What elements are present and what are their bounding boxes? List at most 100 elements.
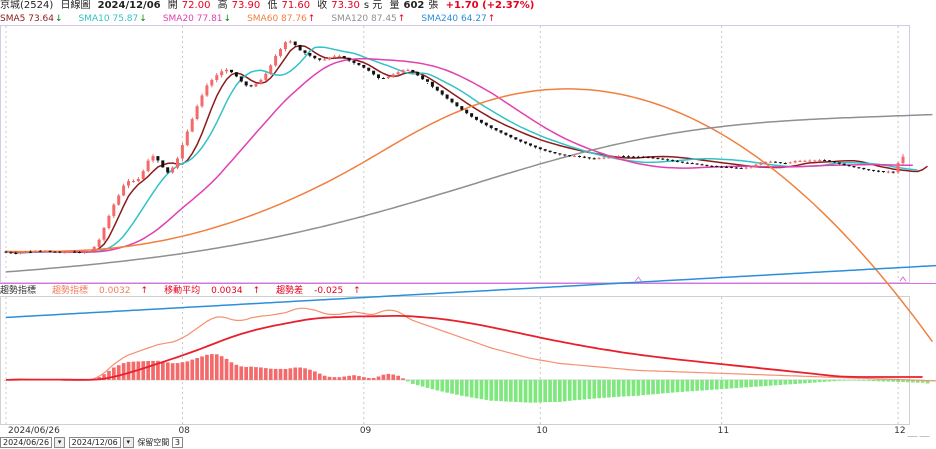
candle-body [396, 72, 400, 75]
candle [78, 251, 81, 254]
histogram-bar [518, 379, 523, 403]
end-date-dropdown-icon[interactable]: ▾ [122, 437, 134, 448]
histogram-bar [293, 367, 298, 380]
candle-body [578, 156, 581, 157]
x-tick-label: 11 [718, 426, 729, 436]
osc-legend-value: -0.025 [314, 286, 344, 296]
candle-body [553, 152, 557, 154]
candle-body [161, 160, 165, 168]
candle [671, 159, 675, 162]
histogram-bar [474, 379, 479, 399]
candle-body [573, 156, 577, 157]
candle-body [475, 116, 478, 120]
candle-body [136, 179, 140, 182]
open-label: 開 [167, 0, 178, 11]
histogram-bar [763, 379, 768, 386]
candle [264, 72, 268, 82]
candle [92, 246, 96, 253]
candle-body [185, 131, 189, 146]
oscillator-panel-frame [0, 296, 910, 425]
candle-body [146, 160, 150, 172]
volume-value: 602 [403, 0, 425, 11]
candle-body [774, 161, 777, 163]
histogram-bar [592, 379, 597, 399]
histogram-bar [313, 371, 317, 380]
candle-body [33, 250, 37, 252]
candle [328, 56, 331, 61]
candle-body [426, 79, 429, 82]
candle-body [690, 163, 694, 165]
candle-body [43, 250, 47, 252]
candle-body [279, 49, 282, 56]
candle [230, 69, 233, 74]
histogram-bar [303, 368, 307, 380]
histogram-bar [793, 379, 797, 384]
candle [578, 155, 581, 158]
histogram-bar [631, 379, 636, 396]
histogram-bar [376, 376, 381, 380]
candle [122, 183, 126, 197]
candle-body [749, 166, 753, 168]
candle-body [372, 70, 376, 75]
candle [734, 166, 738, 169]
histogram-bar [528, 379, 533, 403]
candle [676, 159, 679, 163]
candle-body [455, 102, 459, 107]
histogram-bar [406, 379, 410, 382]
candle [867, 168, 871, 171]
candle [499, 130, 503, 134]
candle-body [19, 252, 23, 254]
start-date-dropdown-icon[interactable]: ▾ [54, 437, 66, 448]
candle-body [225, 69, 229, 72]
histogram-bar [244, 367, 248, 380]
candle [151, 154, 155, 163]
candle [97, 238, 101, 249]
close-unit: s 元 [363, 0, 383, 11]
arrow-down-icon: ↓ [55, 14, 63, 24]
histogram-bar [612, 379, 616, 398]
histogram-bar [803, 379, 807, 384]
candle [391, 73, 395, 78]
candle [774, 161, 777, 163]
candle [803, 159, 807, 163]
histogram-bar [464, 379, 469, 397]
candle-body [24, 251, 28, 253]
candle [450, 98, 454, 104]
candle [519, 139, 523, 143]
candle [680, 161, 684, 164]
candle-body [38, 250, 42, 252]
candle-body [837, 162, 841, 164]
candle-body [416, 71, 420, 76]
candle-body [440, 90, 444, 95]
histogram-bar [847, 379, 851, 381]
histogram-bar [185, 361, 190, 380]
candle [377, 74, 380, 80]
arrow-up-icon: ↑ [307, 14, 316, 24]
low-value: 71.60 [281, 0, 311, 11]
candle-body [489, 125, 493, 128]
candle-body [622, 156, 626, 158]
histogram-bar [773, 379, 778, 386]
histogram-bar [278, 368, 283, 380]
histogram-bar [714, 379, 719, 390]
candle-body [283, 42, 287, 50]
candle-body [818, 160, 822, 162]
start-date-input[interactable]: 2024/06/26 [0, 437, 53, 448]
candle-body [220, 71, 224, 76]
histogram-bar [616, 379, 621, 397]
end-date-input[interactable]: 2024/12/06 [68, 437, 121, 448]
candle-body [852, 166, 856, 168]
histogram-bar [460, 379, 464, 396]
keep-space-input[interactable]: 3 [171, 437, 183, 448]
candle-body [151, 156, 155, 161]
candle-body [97, 239, 101, 247]
histogram-bar [141, 361, 146, 380]
candle-body [641, 157, 645, 158]
histogram-bar [151, 360, 155, 380]
candle-body [529, 143, 532, 146]
histogram-bar [700, 379, 704, 391]
histogram-bar [866, 379, 871, 381]
keep-space-label: 保留空間 [137, 438, 170, 447]
arrow-up-icon: ↑ [487, 14, 496, 24]
candle [607, 156, 611, 159]
